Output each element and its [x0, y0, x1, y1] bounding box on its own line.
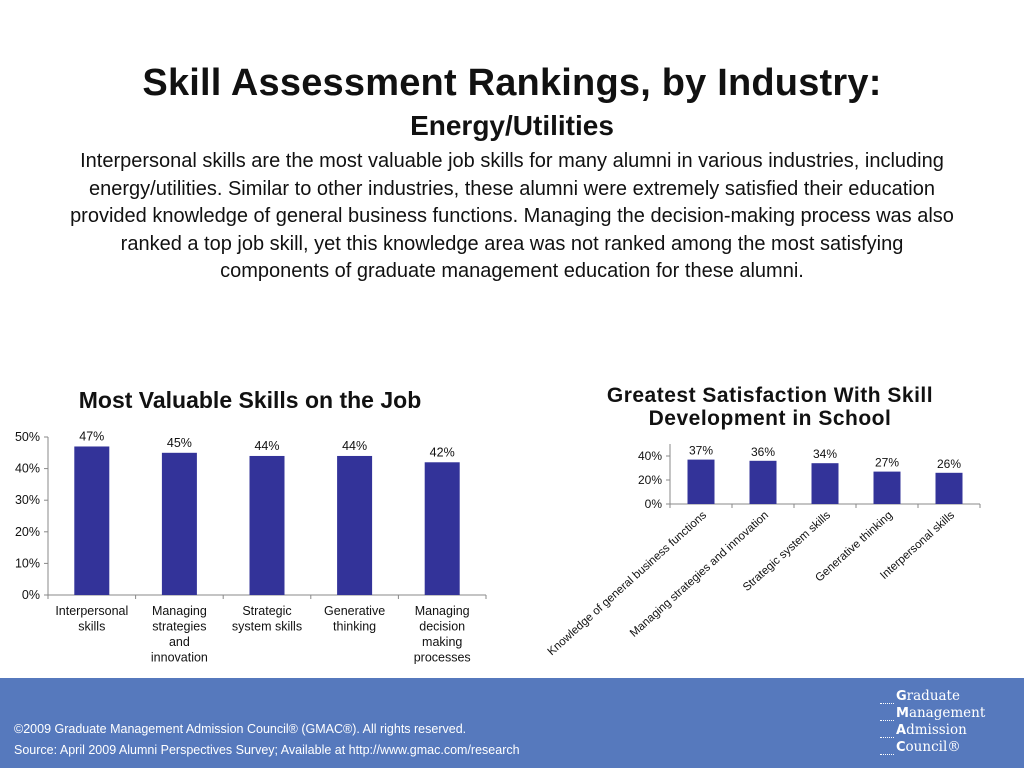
- chart2-data-label: 34%: [813, 447, 837, 461]
- slide-title: Skill Assessment Rankings, by Industry:: [142, 62, 882, 104]
- chart1-data-label: 44%: [342, 439, 367, 453]
- chart2-y-tick-label: 0%: [645, 497, 663, 511]
- logo-line-management: Management: [880, 705, 1010, 722]
- footer-bar: ©2009 Graduate Management Admission Coun…: [0, 678, 1024, 768]
- chart2-bar: [935, 472, 963, 504]
- chart1-data-label: 44%: [254, 439, 279, 453]
- chart2-data-label: 27%: [875, 456, 899, 470]
- copyright-text: ©2009 Graduate Management Admission Coun…: [14, 722, 467, 736]
- chart1-y-tick-label: 0%: [22, 588, 40, 602]
- chart1-data-label: 42%: [430, 445, 455, 459]
- chart1-category-label: Managing strategies and innovation: [151, 604, 208, 665]
- chart1-category-label: Generative thinking: [324, 604, 385, 634]
- chart2-data-label: 36%: [751, 445, 775, 459]
- chart1-category-label: Strategic system skills: [232, 604, 302, 634]
- chart1-category-label: Managing decision making processes: [414, 604, 471, 665]
- slide-subtitle: Energy/Utilities: [410, 110, 614, 141]
- greatest-satisfaction-chart: 0%20%40% 37%Knowledge of general business…: [546, 444, 981, 658]
- chart1-data-label: 45%: [167, 436, 192, 450]
- chart2-bar: [811, 463, 839, 504]
- gmac-logo: Graduate Management Admission Council®: [880, 688, 1010, 764]
- chart2-bar: [687, 459, 715, 504]
- chart1-y-tick-label: 20%: [15, 525, 40, 539]
- chart2-data-label: 26%: [937, 457, 961, 471]
- chart1-y-tick-label: 40%: [15, 462, 40, 476]
- chart1-y-tick-label: 30%: [15, 493, 40, 507]
- logo-line-admission: Admission: [880, 722, 1010, 739]
- logo-line-council: Council®: [880, 739, 1010, 756]
- chart1-bar: [161, 452, 197, 595]
- logo-line-graduate: Graduate: [880, 688, 1010, 705]
- chart2-bar: [749, 460, 777, 504]
- chart1-bar: [424, 462, 460, 595]
- chart1-bar: [74, 446, 110, 595]
- chart1-y-tick-label: 50%: [15, 430, 40, 444]
- chart1-bar: [249, 455, 285, 595]
- chart1-y-tick-label: 10%: [15, 556, 40, 570]
- chart2-category-label: Managing strategies and innovation: [628, 509, 771, 639]
- chart1-category-label: Interpersonal skills: [55, 604, 128, 634]
- chart2-y-tick-label: 20%: [638, 473, 662, 487]
- source-text: Source: April 2009 Alumni Perspectives S…: [14, 743, 520, 757]
- chart2-data-label: 37%: [689, 444, 713, 458]
- chart1-data-label: 47%: [79, 429, 104, 443]
- chart2-bar: [873, 471, 901, 504]
- chart1-title: Most Valuable Skills on the Job: [78, 387, 422, 413]
- chart1-bar: [337, 455, 373, 595]
- chart2-y-tick-label: 40%: [638, 449, 662, 463]
- chart2-title: Greatest Satisfaction With Skill Develop…: [606, 384, 934, 430]
- slide-body-text: Interpersonal skills are the most valuab…: [70, 150, 954, 282]
- most-valuable-skills-chart: 0% 10% 20% 30% 40% 50% 47% Interpersonal skills 4…: [15, 429, 487, 665]
